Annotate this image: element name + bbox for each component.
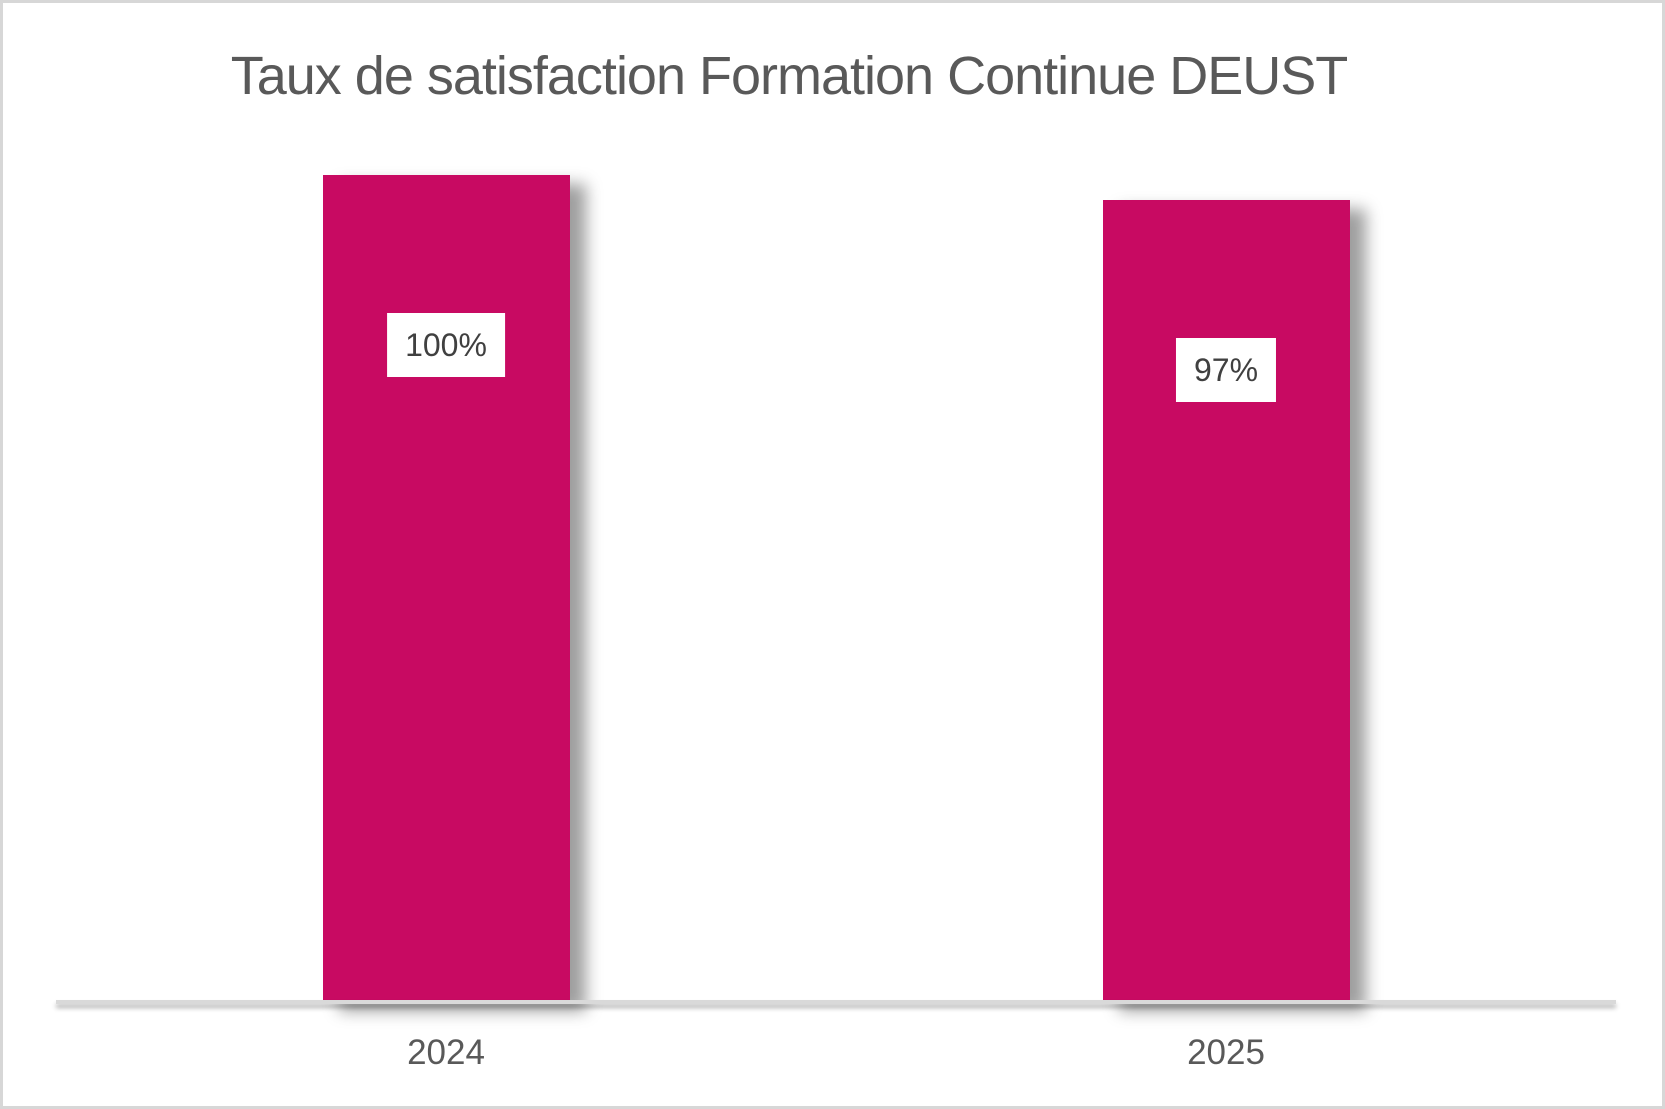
- bar-2025: [1102, 199, 1350, 1002]
- bar-2024: [322, 175, 570, 1002]
- data-label-2025: 97%: [1175, 337, 1277, 402]
- x-axis-label-2025: 2025: [1187, 1033, 1265, 1072]
- chart-title: Taux de satisfaction Formation Continue …: [230, 46, 1349, 106]
- x-axis-label-2024: 2024: [407, 1033, 485, 1072]
- plot-area: 100% 2024 97% 2025: [3, 3, 1662, 1106]
- x-axis-line: [56, 1000, 1616, 1004]
- data-label-2024: 100%: [387, 313, 505, 377]
